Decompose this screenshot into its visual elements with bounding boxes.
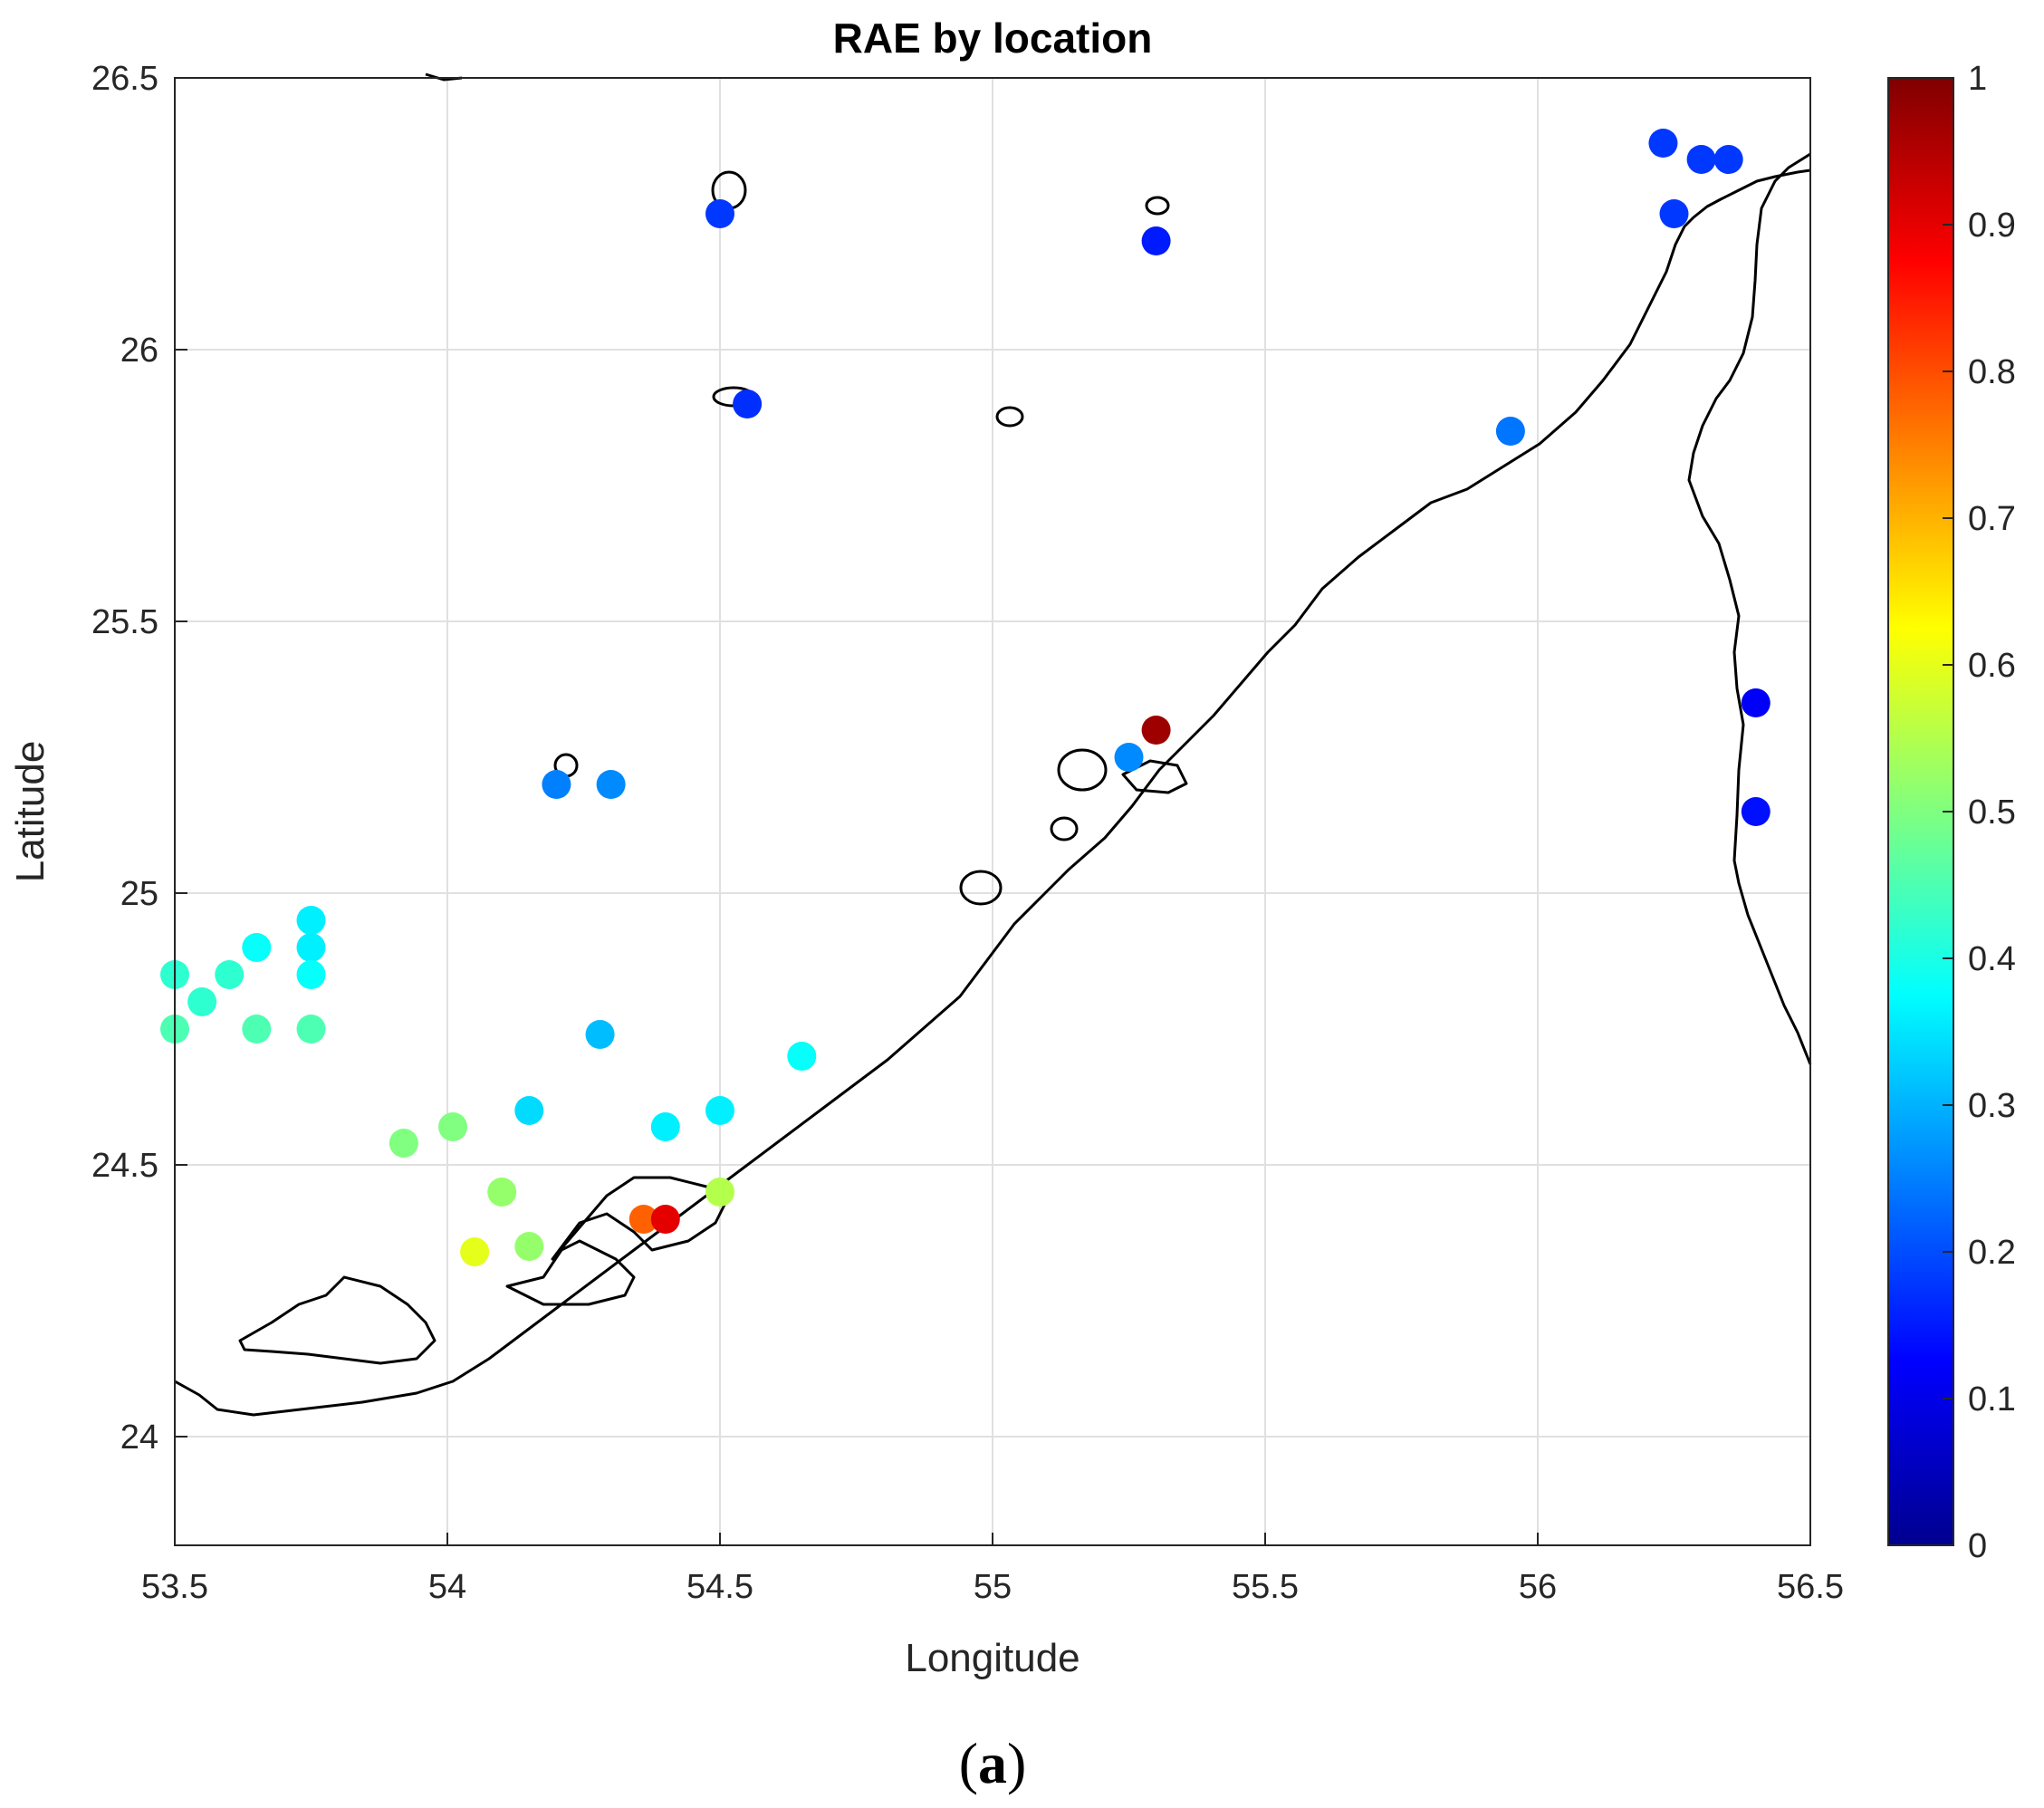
data-point [1495, 417, 1525, 446]
data-point [296, 1015, 326, 1043]
y-tick-label: 24.5 [91, 1147, 158, 1185]
data-point [650, 1112, 680, 1141]
y-tick-label: 26.5 [91, 60, 158, 98]
data-point [514, 1232, 544, 1261]
data-point [1686, 145, 1716, 174]
reclaimed-palm-2 [1050, 816, 1079, 841]
reclaimed-palm-1 [1057, 748, 1108, 792]
colorbar-tick-label: 0.9 [1968, 207, 2016, 245]
island-sharjah [1121, 759, 1188, 794]
data-point [1659, 199, 1689, 228]
caption-close-paren: ) [1007, 1731, 1026, 1795]
x-tick-label: 56.5 [1777, 1568, 1844, 1606]
data-point [1713, 145, 1743, 174]
data-point [487, 1178, 517, 1207]
x-tick-label: 55.5 [1232, 1568, 1299, 1606]
data-point [296, 906, 326, 935]
colorbar-tick-label: 1 [1968, 60, 1987, 98]
coastline-shoals [505, 1176, 726, 1306]
caption-open-paren: ( [959, 1731, 978, 1795]
colorbar-tick-label: 0 [1968, 1527, 1987, 1565]
data-point [1741, 797, 1771, 826]
data-point [1141, 716, 1171, 745]
chart-title: RAE by location [833, 14, 1153, 62]
y-axis-ticks: 24 24.5 25 25.5 26 26.5 [91, 60, 187, 1457]
data-point [596, 770, 626, 799]
x-tick-label: 54 [428, 1568, 466, 1606]
data-point [787, 1042, 817, 1071]
data-point [705, 1178, 734, 1207]
data-points [160, 129, 1771, 1266]
colorbar-ticks: 0 0.1 0.2 0.3 0.4 0.5 0.6 0.7 0.8 0.9 1 [1943, 60, 2016, 1565]
data-point [438, 1112, 468, 1141]
data-point [1648, 129, 1678, 158]
caption-letter: a [978, 1731, 1007, 1795]
island-east [995, 406, 1024, 428]
data-point [585, 1020, 615, 1049]
y-tick-label: 24 [120, 1419, 158, 1457]
data-point [296, 933, 326, 962]
data-point [296, 960, 326, 989]
data-point [187, 987, 217, 1016]
data-point [242, 1015, 272, 1043]
coastline-main [174, 168, 1811, 1417]
colorbar-tick-label: 0.7 [1968, 500, 2016, 538]
data-point [1114, 743, 1144, 772]
y-tick-label: 25.5 [91, 603, 158, 641]
colorbar-tick-label: 0.8 [1968, 353, 2016, 391]
data-point [242, 933, 272, 962]
x-tick-label: 56 [1519, 1568, 1557, 1606]
data-point [650, 1205, 680, 1234]
coastline-southwest [238, 1275, 437, 1365]
data-point [542, 770, 571, 799]
data-point [460, 1237, 490, 1266]
x-axis-label: Longitude [905, 1636, 1080, 1680]
figure-caption: (a) [959, 1731, 1027, 1795]
grid-lines [174, 77, 1811, 1545]
data-point [733, 389, 763, 418]
colorbar-tick-label: 0.3 [1968, 1087, 2016, 1125]
data-point [514, 1096, 544, 1125]
y-tick-label: 25 [120, 875, 158, 913]
data-point [215, 960, 245, 989]
colorbar-tick-label: 0.2 [1968, 1234, 2016, 1272]
coastline-east [1687, 152, 1812, 1065]
colorbar-tick-label: 0.6 [1968, 647, 2016, 685]
data-point [1741, 688, 1771, 717]
x-tick-label: 55 [974, 1568, 1012, 1606]
data-point [705, 199, 734, 228]
colorbar-tick-label: 0.1 [1968, 1380, 2016, 1419]
data-point [705, 1096, 734, 1125]
data-point [1141, 226, 1171, 255]
colorbar-tick-label: 0.5 [1968, 793, 2016, 832]
island-ne [1145, 196, 1170, 216]
y-tick-label: 26 [120, 332, 158, 370]
colorbar-tick-label: 0.4 [1968, 940, 2016, 978]
x-axis-ticks: 53.5 54 54.5 55 55.5 56 56.5 [141, 1533, 1844, 1606]
data-point [629, 1205, 658, 1234]
y-axis-label: Latitude [8, 741, 53, 883]
x-tick-label: 53.5 [141, 1568, 208, 1606]
reclaimed-palm-3 [959, 870, 1003, 906]
data-point [389, 1129, 418, 1158]
x-tick-label: 54.5 [686, 1568, 753, 1606]
